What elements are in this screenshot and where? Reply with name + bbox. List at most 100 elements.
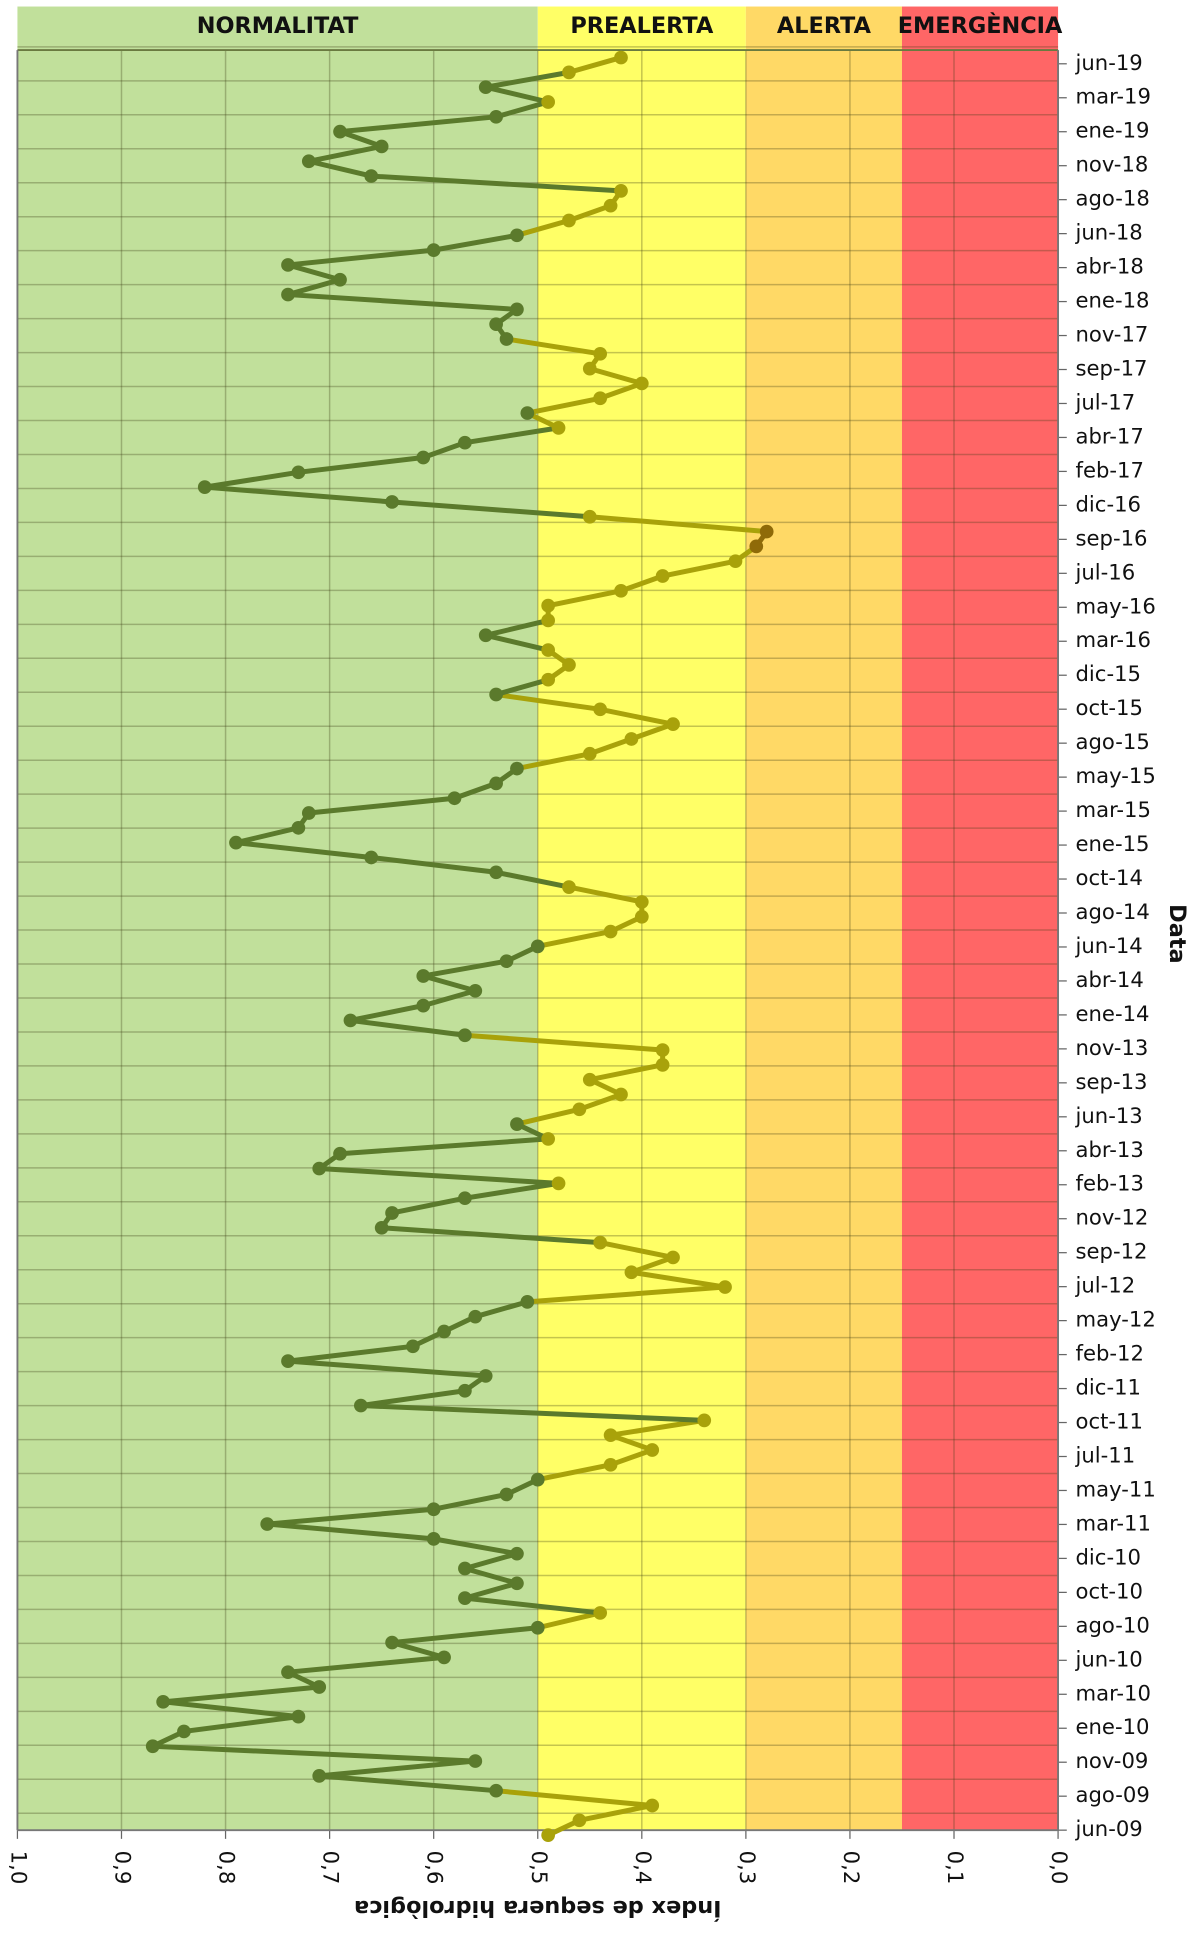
point (281, 287, 295, 302)
point (562, 658, 576, 672)
point (406, 1339, 420, 1354)
y-tick-label: oct-14 (1076, 865, 1143, 890)
point (510, 1576, 524, 1591)
point (458, 1561, 472, 1576)
point (593, 391, 608, 406)
zone-label: EMERGÈNCIA (898, 11, 1063, 39)
line-segment (420, 440, 468, 461)
zone-label: ALERTA (777, 13, 872, 39)
y-tick-label: mar-10 (1076, 1680, 1151, 1705)
line-segment (493, 692, 603, 712)
y-tick-label: ene-18 (1076, 288, 1150, 313)
line-segment (389, 499, 593, 520)
line-segment (160, 1684, 322, 1705)
y-tick-label: ago-18 (1076, 186, 1150, 211)
line-segment (535, 1610, 603, 1631)
point (312, 1769, 327, 1783)
point (530, 939, 545, 954)
line-segment (576, 1803, 655, 1823)
point (312, 1680, 327, 1694)
y-tick-label: dic-15 (1076, 661, 1142, 686)
x-tick-label: 0,6 (423, 1851, 448, 1885)
y-tick-label: abr-13 (1076, 1137, 1144, 1162)
point (385, 1206, 399, 1220)
point (291, 1709, 306, 1724)
y-tick-label: ago-10 (1076, 1612, 1150, 1637)
line-segment (535, 1462, 614, 1483)
point (634, 376, 649, 391)
y-tick-label: may-11 (1076, 1476, 1156, 1501)
line-segment (389, 1195, 468, 1216)
line-segment (358, 1388, 468, 1409)
point (603, 1457, 618, 1472)
line-segment (483, 84, 551, 105)
line-segment (566, 55, 624, 75)
y-tick-label: abr-18 (1076, 254, 1144, 279)
y-tick-label: jun-09 (1075, 1816, 1143, 1841)
y-tick-label: jun-10 (1075, 1646, 1143, 1671)
y-tick-label: oct-15 (1076, 695, 1143, 720)
y-tick-label: sep-17 (1076, 356, 1148, 381)
y-tick-label: dic-10 (1076, 1544, 1142, 1569)
y-tick-label: nov-13 (1076, 1035, 1149, 1060)
line-segment (524, 1284, 728, 1305)
x-tick-label: 0,4 (631, 1851, 656, 1885)
point (530, 1620, 545, 1635)
y-tick-label: ago-09 (1076, 1782, 1150, 1807)
point (478, 1369, 493, 1383)
point (510, 1117, 524, 1131)
y-tick-label: feb-13 (1076, 1171, 1144, 1196)
point (541, 613, 556, 628)
point (260, 1517, 275, 1531)
point (489, 687, 503, 702)
y-tick-label: nov-09 (1076, 1748, 1149, 1773)
line-segment (483, 617, 551, 638)
line-segment (545, 588, 624, 609)
point (145, 1739, 160, 1754)
line-segment (285, 1654, 447, 1675)
y-tick-label: nov-17 (1076, 322, 1149, 347)
point (541, 1132, 556, 1146)
line-segment (389, 1640, 447, 1660)
line-segment (285, 1358, 489, 1379)
zone-label: PREALERTA (570, 13, 714, 39)
point (655, 1058, 670, 1072)
point (593, 702, 608, 717)
line-segment (347, 1017, 468, 1038)
point (603, 198, 618, 213)
line-segment (462, 1032, 666, 1053)
line-segment (597, 380, 645, 401)
point (374, 1220, 389, 1235)
y-tick-label: jul-11 (1075, 1442, 1136, 1467)
point (291, 465, 306, 480)
line-segment (347, 1003, 426, 1023)
x-tick-label: 0,0 (1047, 1851, 1072, 1885)
point (530, 1472, 545, 1487)
point (499, 954, 514, 969)
point (458, 1191, 472, 1206)
point (416, 450, 431, 465)
point (666, 1250, 680, 1265)
y-tick-label: oct-10 (1076, 1578, 1143, 1603)
line-segment (316, 1758, 478, 1779)
point (541, 672, 556, 687)
y-tick-label: may-15 (1076, 763, 1156, 788)
y-tick-label: ene-10 (1076, 1714, 1150, 1739)
line-segment (483, 632, 551, 653)
line-segment (285, 1343, 416, 1364)
point (416, 998, 431, 1013)
line-segment (389, 1625, 541, 1646)
line-segment (368, 854, 499, 875)
line-segment (150, 1743, 478, 1764)
point (728, 554, 743, 569)
point (749, 539, 764, 554)
point (426, 1502, 441, 1517)
line-segment (306, 795, 457, 816)
line-segment (462, 1580, 520, 1601)
line-segment (493, 869, 572, 890)
line-segment (535, 929, 614, 949)
point (572, 1102, 587, 1117)
point (229, 835, 243, 850)
y-tick-label: abr-17 (1076, 423, 1144, 448)
point (458, 435, 472, 450)
